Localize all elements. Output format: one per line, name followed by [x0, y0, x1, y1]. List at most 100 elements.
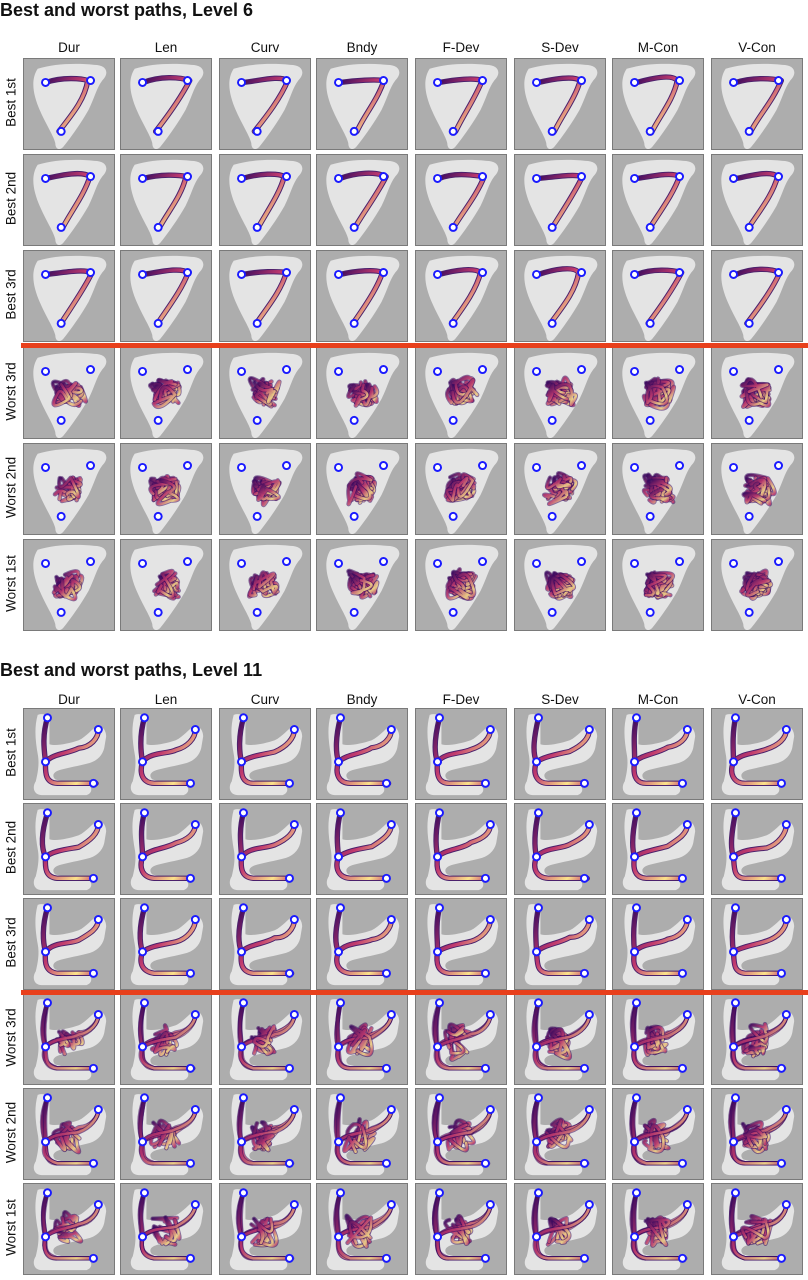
waypoint-marker	[349, 607, 359, 617]
waypoint-marker	[577, 365, 587, 375]
row-label: Best 2nd	[3, 820, 19, 875]
column-header: Bndy	[346, 40, 378, 55]
trajectory	[630, 905, 691, 977]
waypoint-marker	[185, 1158, 195, 1168]
path-panel	[711, 898, 803, 990]
waypoint-marker	[584, 725, 594, 735]
waypoint-marker	[744, 511, 754, 521]
path-plot-svg	[130, 1093, 204, 1176]
trajectory	[50, 378, 89, 408]
waypoint-marker	[86, 268, 96, 278]
path-panel	[23, 1183, 115, 1275]
path-plot-svg	[326, 159, 400, 245]
waypoint-marker	[729, 77, 739, 87]
path-panel	[711, 539, 803, 631]
waypoint-marker	[682, 1105, 692, 1115]
waypoint-marker	[729, 1042, 739, 1052]
path-plot-svg	[622, 713, 696, 796]
path-plot-svg	[425, 255, 499, 341]
waypoint-marker	[630, 1232, 640, 1242]
path-plot-svg	[622, 1093, 696, 1176]
path-plot-svg	[524, 713, 598, 796]
path-panel	[23, 1088, 115, 1180]
waypoint-marker	[682, 1200, 692, 1210]
waypoint-marker	[532, 947, 542, 957]
waypoint-marker	[381, 968, 391, 978]
path-plot-svg	[326, 713, 400, 796]
column-header: M-Con	[637, 692, 679, 707]
waypoint-marker	[185, 1253, 195, 1263]
trajectory	[728, 1190, 789, 1261]
path-plot-svg	[229, 544, 303, 630]
path-plot-svg	[326, 998, 400, 1081]
path-panel	[23, 993, 115, 1085]
waypoint-marker	[349, 318, 359, 328]
waypoint-marker	[153, 318, 163, 328]
waypoint-marker	[675, 365, 685, 375]
path-plot-svg	[33, 808, 107, 891]
path-plot-svg	[130, 448, 204, 534]
waypoint-marker	[682, 725, 692, 735]
path-plot-svg	[524, 448, 598, 534]
path-panel	[23, 443, 115, 535]
path-panel	[415, 1183, 507, 1275]
waypoint-marker	[675, 557, 685, 567]
path-plot-svg	[229, 448, 303, 534]
path-plot-svg	[130, 998, 204, 1081]
waypoint-marker	[139, 903, 149, 913]
waypoint-marker	[335, 808, 345, 818]
path-panel	[514, 58, 606, 150]
waypoint-marker	[282, 365, 292, 375]
waypoint-marker	[282, 268, 292, 278]
row-label: Best 1st	[3, 78, 19, 127]
path-panel	[219, 154, 311, 246]
path-plot-svg	[33, 713, 107, 796]
trajectory	[544, 375, 578, 408]
waypoint-marker	[781, 725, 791, 735]
waypoint-marker	[334, 852, 344, 862]
path-panel	[612, 708, 704, 800]
waypoint-marker	[630, 269, 640, 279]
waypoint-marker	[480, 778, 490, 788]
waypoint-marker	[730, 713, 740, 723]
waypoint-marker	[433, 558, 443, 568]
waypoint-marker	[42, 1188, 52, 1198]
path-plot-svg	[622, 448, 696, 534]
arena-region	[622, 714, 696, 796]
column-header: F-Dev	[442, 692, 480, 707]
waypoint-marker	[584, 820, 594, 830]
waypoint-marker	[532, 77, 542, 87]
path-panel	[415, 1088, 507, 1180]
waypoint-marker	[334, 366, 344, 376]
waypoint-marker	[730, 1188, 740, 1198]
column-header: Dur	[58, 40, 80, 55]
path-panel	[316, 347, 408, 439]
waypoint-marker	[183, 461, 193, 471]
waypoint-marker	[138, 757, 148, 767]
waypoint-marker	[381, 1253, 391, 1263]
waypoint-marker	[185, 968, 195, 978]
waypoint-marker	[579, 873, 589, 883]
trajectory	[246, 570, 280, 599]
waypoint-marker	[41, 558, 51, 568]
waypoint-marker	[584, 1010, 594, 1020]
path-plot-svg	[229, 808, 303, 891]
waypoint-marker	[532, 852, 542, 862]
waypoint-marker	[41, 947, 51, 957]
waypoint-marker	[630, 462, 640, 472]
waypoint-marker	[139, 808, 149, 818]
waypoint-marker	[781, 820, 791, 830]
waypoint-marker	[153, 415, 163, 425]
waypoint-marker	[729, 852, 739, 862]
path-panel	[120, 347, 212, 439]
row-label: Best 3rd	[3, 269, 19, 320]
waypoint-marker	[781, 915, 791, 925]
waypoint-marker	[284, 873, 294, 883]
path-plot-svg	[326, 63, 400, 149]
path-panel	[612, 898, 704, 990]
trajectory	[51, 569, 85, 602]
waypoint-marker	[532, 366, 542, 376]
path-panel	[23, 898, 115, 990]
waypoint-marker	[744, 126, 754, 136]
waypoint-marker	[433, 1042, 443, 1052]
